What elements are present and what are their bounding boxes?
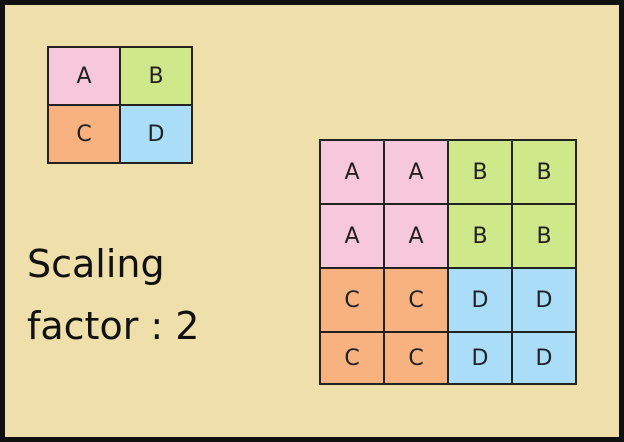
grid-cell-a: A (385, 205, 449, 269)
grid-cell-d: D (513, 333, 577, 385)
grid-cell-c: C (385, 333, 449, 385)
grid-cell-c: C (385, 269, 449, 333)
grid-cell-d: D (513, 269, 577, 333)
caption-line-1: Scaling (27, 242, 165, 286)
grid-cell-b: B (513, 141, 577, 205)
grid-cell-c: C (321, 269, 385, 333)
scaling-caption: Scaling factor : 2 (27, 233, 199, 357)
grid-cell-a: A (321, 141, 385, 205)
grid-cell-a: A (49, 48, 121, 106)
grid-cell-a: A (385, 141, 449, 205)
grid-cell-d: D (449, 333, 513, 385)
grid-cell-c: C (321, 333, 385, 385)
grid-cell-d: D (121, 106, 193, 164)
grid-cell-b: B (121, 48, 193, 106)
grid-cell-b: B (449, 141, 513, 205)
grid-cell-c: C (49, 106, 121, 164)
grid-cell-d: D (449, 269, 513, 333)
caption-line-2: factor : 2 (27, 304, 200, 348)
grid-cell-b: B (513, 205, 577, 269)
grid-cell-b: B (449, 205, 513, 269)
grid-cell-a: A (321, 205, 385, 269)
